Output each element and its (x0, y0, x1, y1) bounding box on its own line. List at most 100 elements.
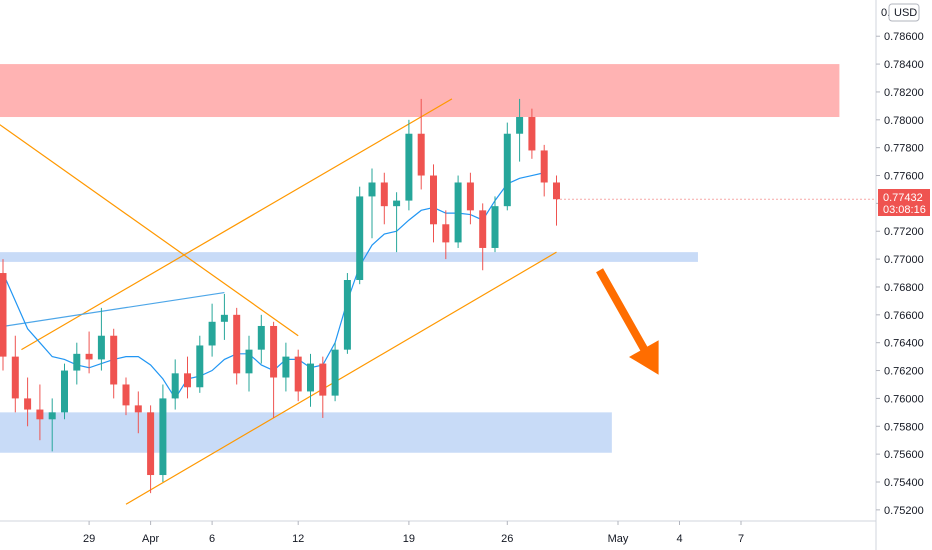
candle-2 (24, 377, 32, 427)
candle-15 (184, 356, 191, 399)
candle-37 (454, 175, 462, 248)
candle-32 (393, 192, 401, 253)
blue-trendline (0, 291, 225, 328)
candle-30 (368, 168, 376, 239)
y-tick-label: 0.76000 (884, 393, 924, 405)
candle-body (73, 353, 81, 371)
price-axis[interactable]: 0. 0.78600 0.78400 0.78200 0.78000 0.77800 0.… (875, 0, 932, 550)
y-tick-label: 0.78600 (884, 31, 924, 43)
candle-25 (307, 353, 314, 407)
y-tick-label: 0.78400 (884, 59, 924, 71)
candle-body (307, 363, 314, 392)
candle-body (368, 182, 376, 197)
candle-body (343, 280, 351, 350)
x-tick-label: 12 (292, 533, 304, 545)
x-tick-label: 29 (83, 533, 95, 545)
y-tick-label: 0.75800 (884, 421, 924, 433)
x-tick-label: 26 (501, 533, 513, 545)
y-tick-label: 0.75400 (884, 477, 924, 489)
candle-body (245, 349, 253, 374)
candle-body (36, 409, 44, 420)
lower-channel-line (125, 251, 557, 505)
x-tick-label: 4 (676, 533, 682, 545)
candle-20 (245, 335, 253, 392)
candle-body (208, 321, 216, 346)
candle-body (61, 370, 68, 413)
x-tick-label: 7 (738, 533, 744, 545)
candle-17 (208, 303, 216, 357)
last-price-tag (878, 189, 930, 216)
candle-12 (147, 405, 155, 494)
bearish-projection-arrow (596, 268, 659, 375)
x-tick-label: 6 (209, 533, 215, 545)
candle-16 (196, 335, 204, 393)
demand-zone (0, 412, 612, 453)
candle-3 (36, 384, 44, 441)
candle-7 (85, 331, 93, 374)
candle-body (319, 363, 327, 396)
falling-line (0, 124, 299, 337)
candle-9 (110, 328, 118, 399)
trendlines-layer (0, 98, 557, 505)
candle-42 (516, 98, 524, 162)
candle-13 (159, 384, 167, 482)
candle-body (503, 133, 511, 207)
candle-10 (122, 377, 130, 416)
currency-badge[interactable]: USD (888, 3, 920, 22)
y-tick-label: 0.77200 (884, 226, 924, 238)
y-tick-label: 0.78200 (884, 87, 924, 99)
candle-body (97, 335, 105, 360)
y-tick-label: 0.76400 (884, 338, 924, 350)
y-tick-label: 0.76600 (884, 310, 924, 322)
y-tick-label: 0.77800 (884, 143, 924, 155)
candle-body (442, 224, 450, 243)
candle-body (454, 182, 462, 243)
candle-44 (540, 144, 548, 197)
candle-5 (61, 363, 68, 420)
candle-body (270, 325, 278, 378)
candle-18 (220, 293, 228, 340)
candle-21 (257, 314, 265, 364)
candle-body (417, 133, 425, 176)
candle-23 (282, 342, 290, 392)
candle-body (0, 273, 7, 357)
y-tick-label: 0.78000 (884, 115, 924, 127)
x-tick-label: Apr (142, 533, 159, 545)
candle-body (257, 325, 265, 350)
candle-body (294, 356, 302, 392)
candle-38 (466, 172, 474, 225)
candle-body (11, 356, 19, 399)
y-tick-label: 0.77000 (884, 254, 924, 266)
candle-29 (356, 186, 364, 285)
candle-body (184, 373, 191, 388)
candle-43 (528, 108, 536, 159)
candle-36 (442, 210, 450, 260)
candle-45 (553, 175, 560, 226)
upper-channel-line (21, 98, 453, 351)
candle-33 (405, 119, 413, 211)
candle-11 (134, 391, 142, 434)
candle-body (147, 412, 155, 476)
candle-body (466, 182, 474, 211)
candle-body (159, 398, 167, 476)
candle-body (491, 206, 499, 248)
candle-8 (97, 307, 105, 371)
x-tick-label: May (608, 533, 629, 545)
candle-body (393, 200, 401, 207)
y-tick-label: 0.75600 (884, 449, 924, 461)
candle-body (479, 210, 487, 248)
candle-body (233, 314, 241, 374)
candle-40 (491, 196, 499, 253)
candle-41 (503, 122, 511, 211)
candle-body (540, 150, 548, 183)
countdown-label: 03:08:16 (883, 204, 926, 216)
y-tick-label: 0.75200 (884, 505, 924, 517)
candle-24 (294, 349, 302, 402)
candle-body (553, 182, 560, 200)
time-axis[interactable]: 29 Apr 6 12 19 26 May 4 7 (0, 520, 876, 545)
candle-body (48, 412, 56, 420)
price-tags: 0.77432 03:08:16 (878, 189, 930, 216)
candle-31 (380, 172, 388, 225)
